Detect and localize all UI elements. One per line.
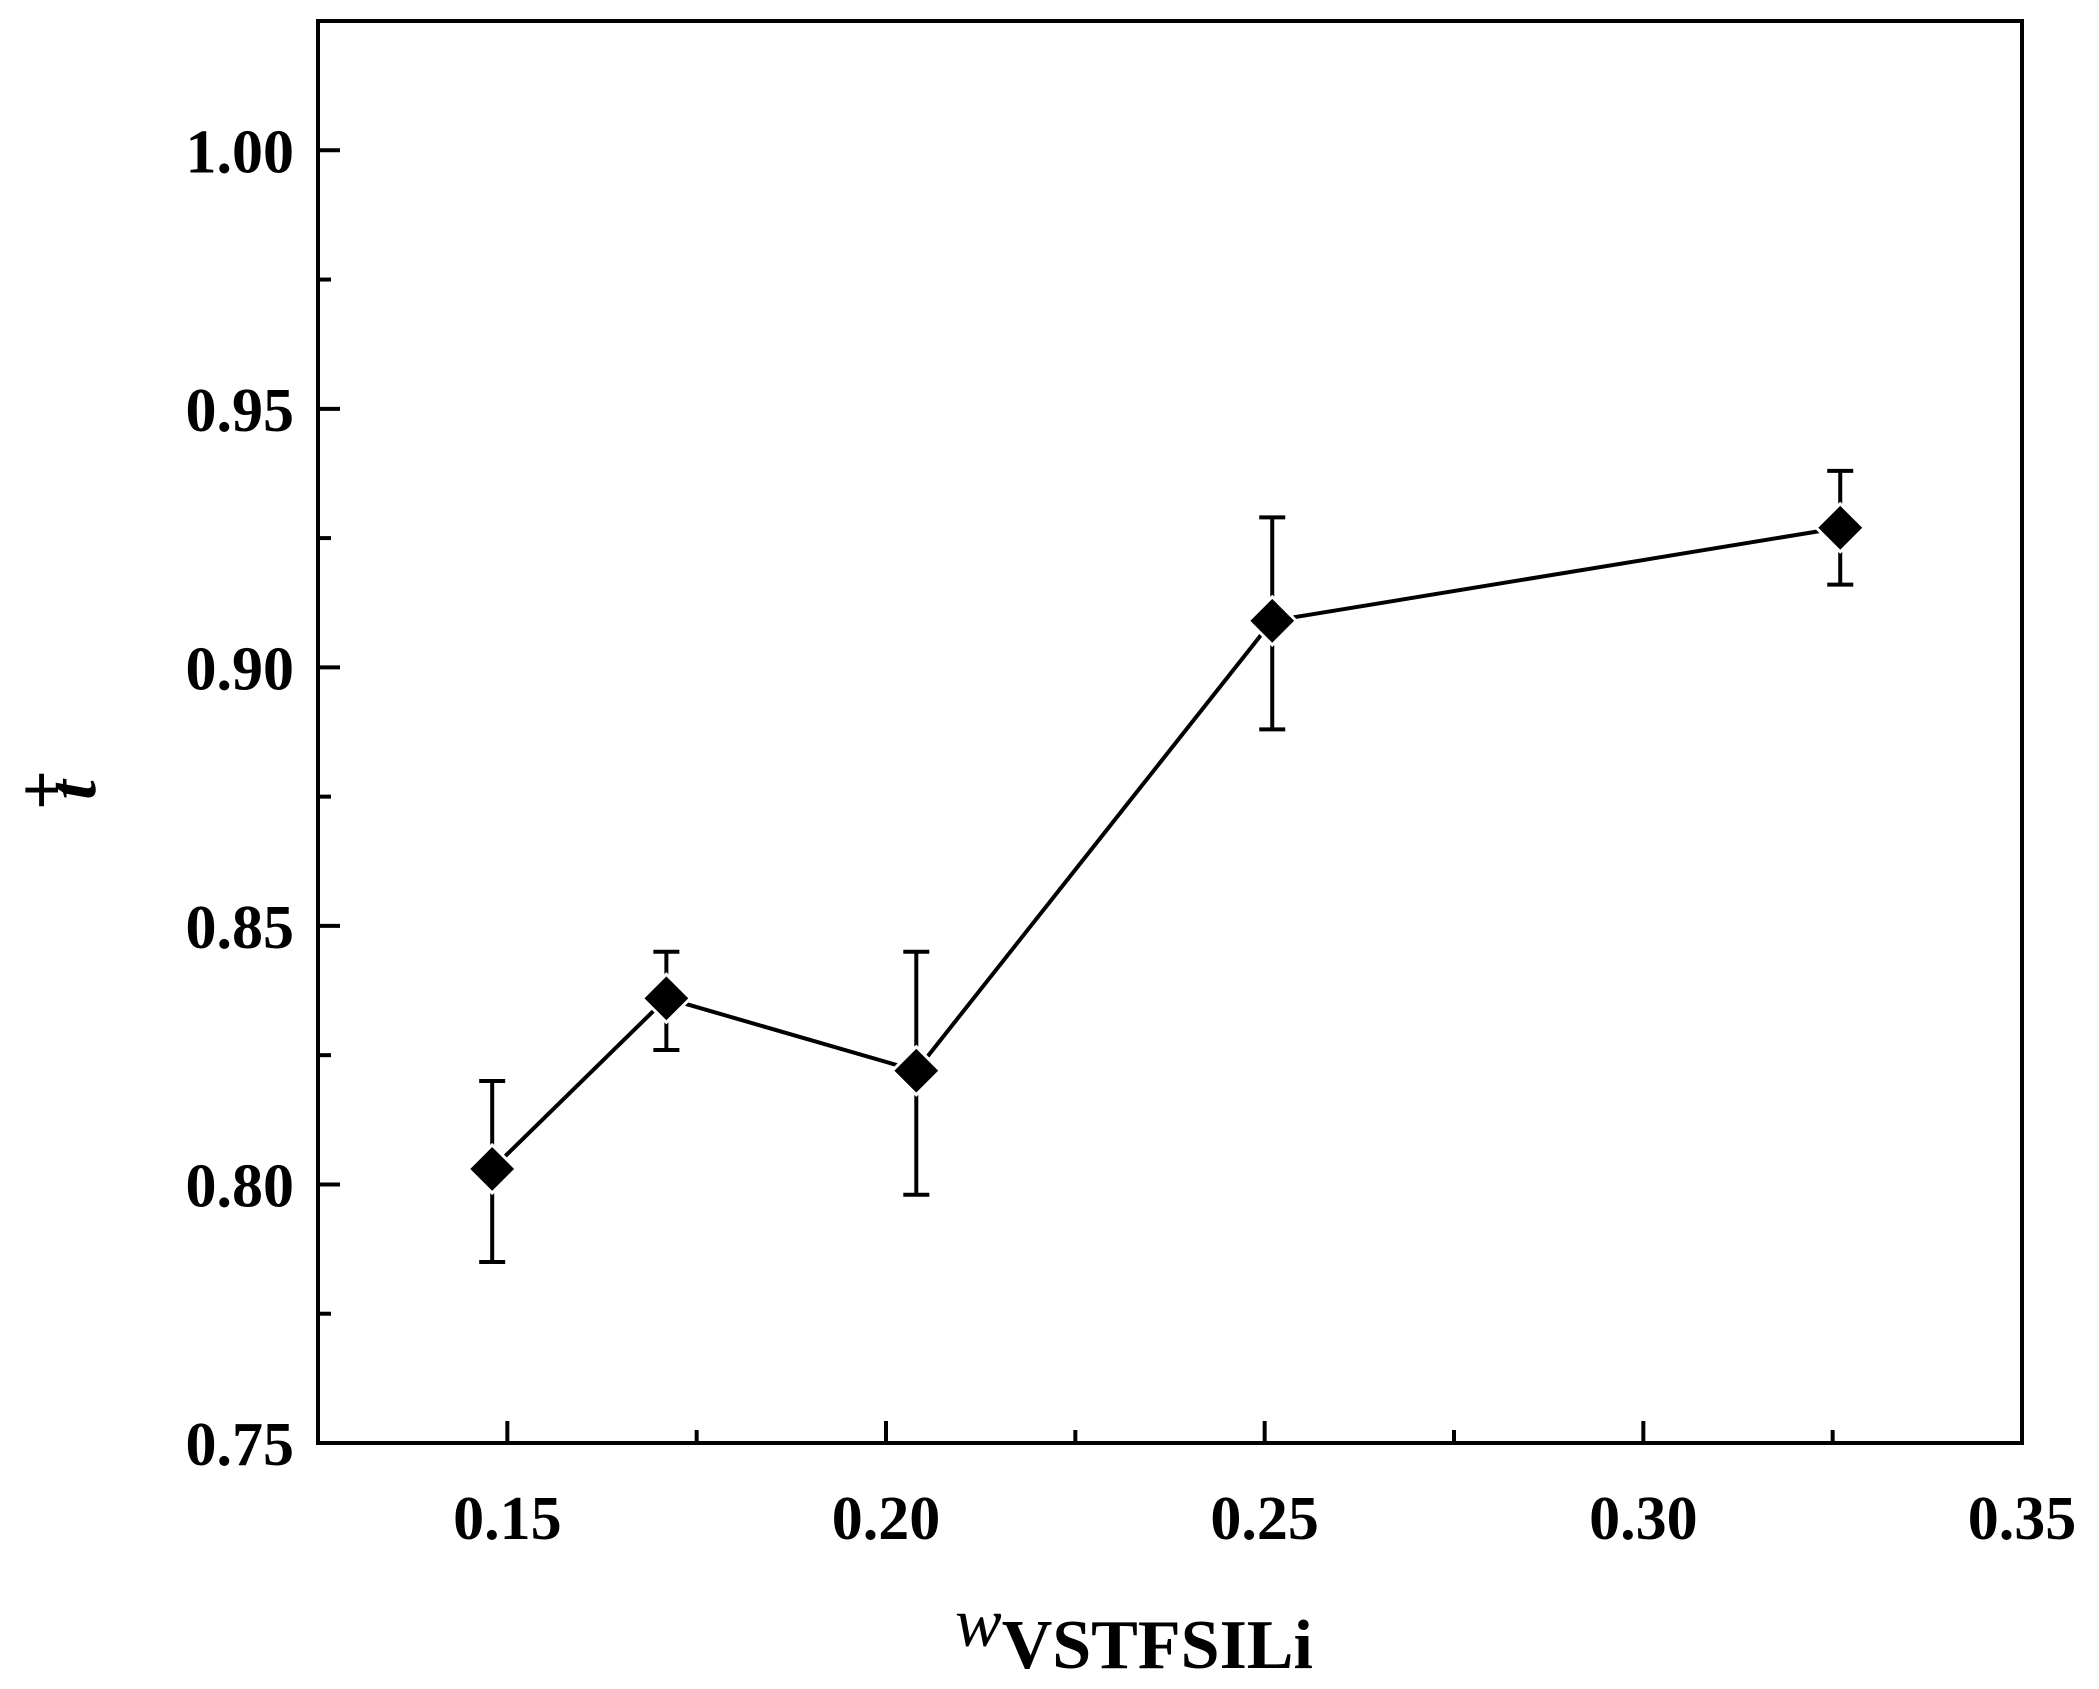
data-point-diamond xyxy=(1814,501,1867,554)
y-tick-label: 0.95 xyxy=(186,377,295,445)
y-axis-superscript: + xyxy=(4,770,81,810)
data-point-diamond xyxy=(640,972,693,1025)
y-tick-label: 0.85 xyxy=(186,894,295,962)
x-tick-label: 0.15 xyxy=(453,1485,562,1553)
data-point-diamond xyxy=(890,1044,943,1097)
y-tick-label: 1.00 xyxy=(186,118,295,186)
y-tick-label: 0.80 xyxy=(186,1152,295,1220)
plot-frame xyxy=(316,19,2024,1445)
x-tick-label: 0.30 xyxy=(1589,1485,1698,1553)
y-tick-label: 0.75 xyxy=(186,1411,295,1479)
x-tick-label: 0.25 xyxy=(1210,1485,1319,1553)
x-tick-label: 0.20 xyxy=(832,1485,941,1553)
x-tick-label: 0.35 xyxy=(1968,1485,2077,1553)
x-axis-title: wVSTFSILi xyxy=(955,1585,1313,1684)
y-axis-title: t xyxy=(34,778,111,800)
y-axis-symbol: t xyxy=(34,778,111,800)
data-point-diamond xyxy=(1246,594,1299,647)
data-point-diamond xyxy=(466,1142,519,1196)
y-tick-label: 0.90 xyxy=(186,635,295,703)
x-axis-subscript: VSTFSILi xyxy=(1002,1607,1313,1684)
series-line xyxy=(490,525,1841,1171)
x-axis-symbol: w xyxy=(955,1585,1002,1662)
